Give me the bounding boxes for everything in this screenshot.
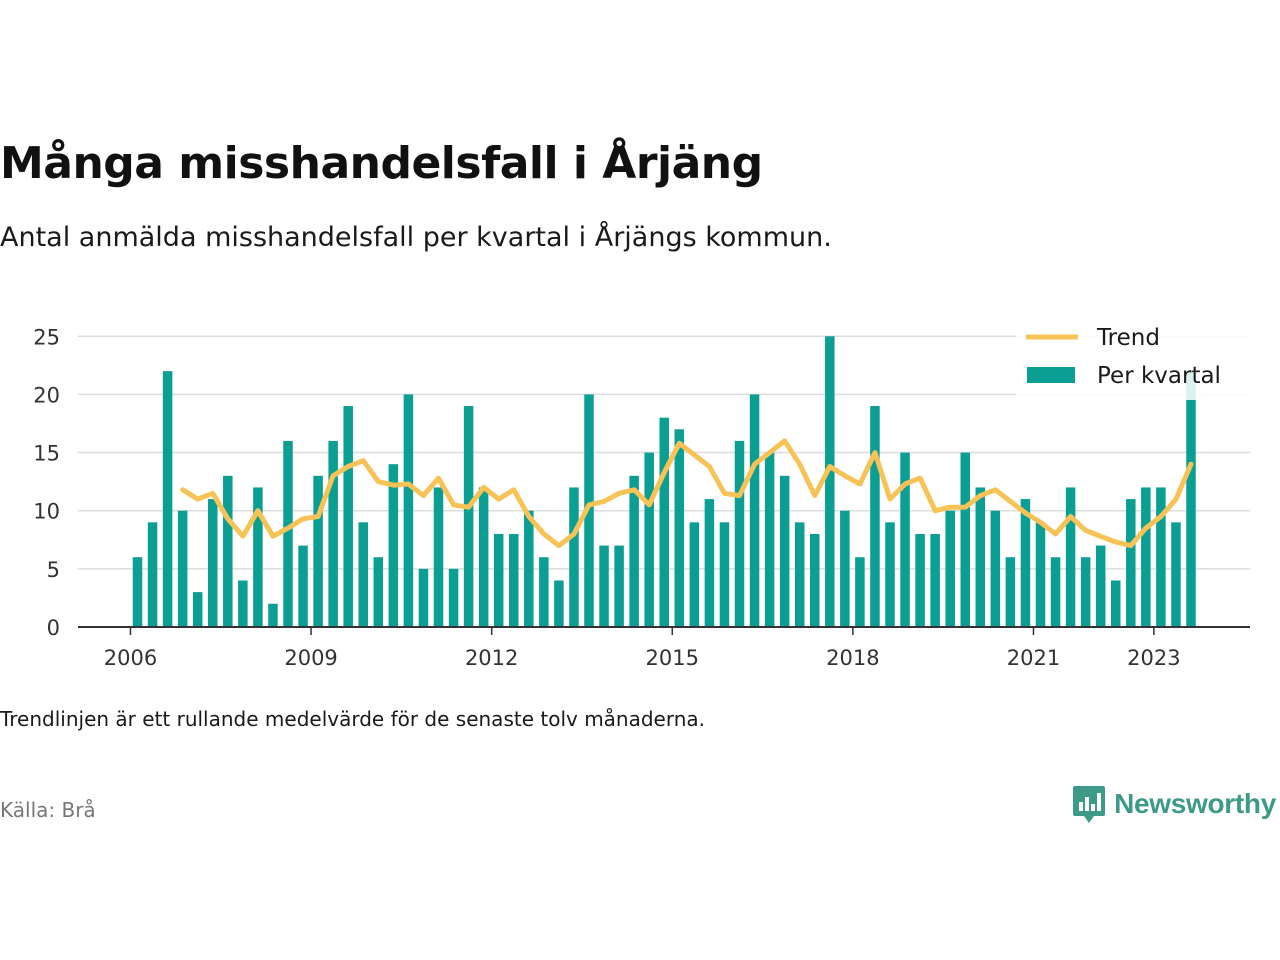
bar <box>403 394 414 627</box>
bar <box>192 592 203 627</box>
bar <box>900 452 910 627</box>
bar <box>870 406 880 627</box>
bar <box>539 557 549 627</box>
bar <box>177 510 188 627</box>
bar <box>1141 487 1151 627</box>
legend-box <box>1016 318 1250 400</box>
bar <box>388 464 399 627</box>
chart-title: Många misshandelsfall i Årjäng <box>0 138 763 189</box>
x-tick-label: 2018 <box>826 646 879 670</box>
bar <box>719 522 730 627</box>
x-tick-label: 2006 <box>104 646 157 670</box>
x-tick-label: 2012 <box>465 646 518 670</box>
bar <box>238 580 248 627</box>
bar <box>629 475 639 627</box>
bar <box>328 440 338 627</box>
bar <box>554 580 564 627</box>
source-label: Källa: Brå <box>0 798 96 822</box>
y-tick-label: 0 <box>47 616 60 640</box>
bar <box>493 533 504 627</box>
bar <box>1171 522 1181 627</box>
bar <box>448 568 459 627</box>
bar <box>885 522 895 627</box>
y-tick-label: 25 <box>33 325 60 349</box>
bar <box>524 510 534 627</box>
x-tick-label: 2021 <box>1007 646 1060 670</box>
bar <box>223 475 233 627</box>
bar <box>463 406 474 627</box>
bar <box>764 452 775 627</box>
trend-line <box>180 438 1194 549</box>
bar <box>659 417 669 627</box>
bar <box>478 487 489 627</box>
brand-name: Newsworthy <box>1114 788 1276 819</box>
bar <box>509 533 519 627</box>
bar <box>343 406 353 627</box>
x-tick-label: 2009 <box>284 646 337 670</box>
bar <box>1035 522 1046 627</box>
bar <box>794 522 805 627</box>
bar <box>825 336 835 627</box>
bar <box>1065 487 1076 627</box>
bar <box>749 394 760 627</box>
legend-bar-label: Per kvartal <box>1097 363 1221 389</box>
bar <box>253 487 263 627</box>
bar <box>1186 371 1196 627</box>
bar <box>614 545 624 627</box>
bar <box>855 557 865 627</box>
bar <box>644 452 654 627</box>
bar <box>779 475 790 627</box>
bar <box>208 499 218 627</box>
bar <box>1080 557 1091 627</box>
bar <box>569 487 579 627</box>
bar <box>268 603 278 627</box>
bar <box>689 522 700 627</box>
bar <box>840 510 850 627</box>
bar <box>674 429 685 627</box>
chart-subtitle: Antal anmälda misshandelsfall per kvarta… <box>0 222 832 253</box>
bar <box>915 533 925 627</box>
bar <box>960 452 970 627</box>
bar <box>975 487 986 627</box>
bar <box>810 533 820 627</box>
bar <box>147 522 158 627</box>
bar <box>945 510 955 627</box>
bar <box>358 522 368 627</box>
y-tick-label: 5 <box>47 558 60 582</box>
bar <box>704 499 715 627</box>
bar <box>1050 557 1061 627</box>
bar <box>584 394 594 627</box>
bar <box>1095 545 1106 627</box>
bar <box>734 440 745 627</box>
bar-line-chart: 0 5 10 15 20 25 2006 2009 2012 2015 2018 2021 2023 T… <box>33 318 1250 670</box>
bar <box>1005 557 1016 627</box>
bar <box>599 545 609 627</box>
legend-trend-label: Trend <box>1096 325 1160 351</box>
trend-footnote: Trendlinjen är ett rullande medelvärde f… <box>0 707 706 731</box>
bar <box>930 533 940 627</box>
bar <box>373 557 384 627</box>
newsworthy-logo: Newsworthy <box>1072 784 1276 824</box>
bar <box>1126 499 1136 627</box>
bar <box>298 545 308 627</box>
y-tick-label: 10 <box>33 500 60 524</box>
x-tick-label: 2023 <box>1127 646 1180 670</box>
y-tick-label: 15 <box>33 442 60 466</box>
bar <box>313 475 323 627</box>
bar <box>433 487 444 627</box>
legend-bar-swatch <box>1027 367 1075 383</box>
bar <box>162 371 173 627</box>
bar <box>1020 499 1031 627</box>
bar <box>1111 580 1121 627</box>
bar <box>990 510 1001 627</box>
bar <box>418 568 429 627</box>
x-tick-label: 2015 <box>646 646 699 670</box>
bar <box>132 557 143 627</box>
bar-chart-speech-bubble-icon <box>1073 786 1106 823</box>
y-tick-label: 20 <box>33 383 60 407</box>
bar <box>283 440 293 627</box>
bar <box>1156 487 1166 627</box>
